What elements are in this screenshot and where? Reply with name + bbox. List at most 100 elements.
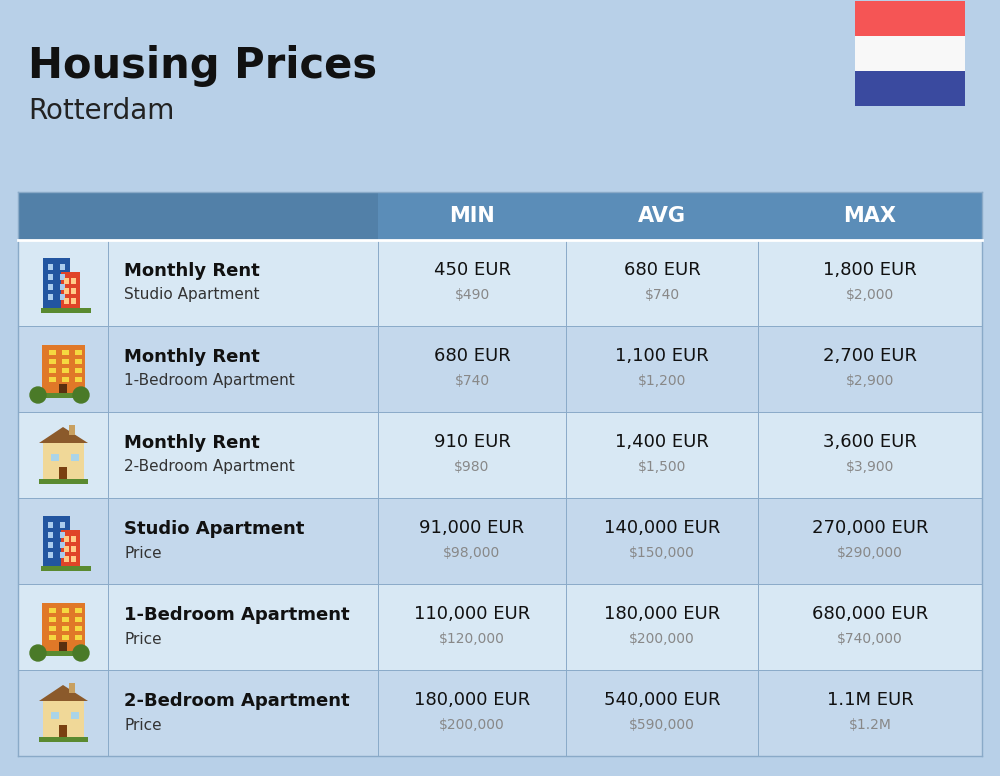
Text: $490: $490: [454, 288, 490, 302]
Bar: [48, 284, 53, 290]
Bar: [61, 530, 80, 566]
Text: $1.2M: $1.2M: [849, 718, 891, 732]
Bar: [62, 626, 69, 631]
Bar: [49, 359, 56, 364]
Text: 91,000 EUR: 91,000 EUR: [419, 519, 525, 537]
Text: 270,000 EUR: 270,000 EUR: [812, 519, 928, 537]
Bar: [38, 651, 89, 656]
Text: 140,000 EUR: 140,000 EUR: [604, 519, 720, 537]
Bar: [48, 542, 53, 548]
Bar: [64, 536, 69, 542]
Text: Monthly Rent: Monthly Rent: [124, 434, 260, 452]
Bar: [49, 350, 56, 355]
Bar: [42, 345, 85, 393]
Bar: [49, 626, 56, 631]
Bar: [62, 377, 69, 382]
Bar: [49, 635, 56, 640]
Circle shape: [73, 645, 89, 661]
Text: 3,600 EUR: 3,600 EUR: [823, 433, 917, 451]
Bar: [18, 412, 982, 498]
Bar: [75, 608, 82, 613]
Text: $290,000: $290,000: [837, 546, 903, 560]
Polygon shape: [39, 685, 88, 701]
Bar: [51, 712, 59, 719]
Circle shape: [30, 387, 46, 403]
Bar: [75, 350, 82, 355]
Bar: [43, 443, 84, 479]
Text: $1,200: $1,200: [638, 374, 686, 388]
Text: $200,000: $200,000: [439, 718, 505, 732]
Text: AVG: AVG: [638, 206, 686, 226]
Bar: [18, 326, 982, 412]
Text: Price: Price: [124, 546, 162, 560]
Text: Monthly Rent: Monthly Rent: [124, 348, 260, 366]
Bar: [43, 516, 70, 566]
Polygon shape: [39, 427, 88, 443]
Bar: [60, 274, 65, 280]
Bar: [71, 712, 79, 719]
Bar: [62, 359, 69, 364]
Text: 540,000 EUR: 540,000 EUR: [604, 691, 720, 709]
Text: 1,100 EUR: 1,100 EUR: [615, 347, 709, 365]
Bar: [48, 294, 53, 300]
Text: MAX: MAX: [844, 206, 896, 226]
Bar: [42, 603, 85, 651]
Text: $590,000: $590,000: [629, 718, 695, 732]
Text: 680 EUR: 680 EUR: [434, 347, 510, 365]
Bar: [64, 298, 69, 304]
Bar: [18, 240, 982, 326]
Bar: [48, 532, 53, 538]
Bar: [75, 359, 82, 364]
Text: $150,000: $150,000: [629, 546, 695, 560]
Bar: [60, 522, 65, 528]
Bar: [48, 552, 53, 558]
Bar: [69, 425, 75, 435]
Bar: [49, 617, 56, 622]
Bar: [71, 556, 76, 562]
Text: Studio Apartment: Studio Apartment: [124, 287, 260, 303]
Text: MIN: MIN: [449, 206, 495, 226]
Bar: [49, 608, 56, 613]
Bar: [71, 454, 79, 461]
Text: 1-Bedroom Apartment: 1-Bedroom Apartment: [124, 373, 295, 389]
Bar: [39, 737, 88, 742]
Bar: [43, 701, 84, 737]
Bar: [38, 393, 89, 398]
Text: 680 EUR: 680 EUR: [624, 261, 700, 279]
Bar: [75, 617, 82, 622]
Bar: [60, 542, 65, 548]
Circle shape: [30, 645, 46, 661]
Bar: [75, 368, 82, 373]
Bar: [855, 36, 965, 71]
Bar: [64, 278, 69, 284]
Text: 1,400 EUR: 1,400 EUR: [615, 433, 709, 451]
Bar: [61, 272, 80, 308]
Bar: [59, 725, 67, 737]
Text: $3,900: $3,900: [846, 460, 894, 474]
Bar: [59, 642, 67, 651]
Text: 2,700 EUR: 2,700 EUR: [823, 347, 917, 365]
Bar: [75, 635, 82, 640]
Text: $120,000: $120,000: [439, 632, 505, 646]
Text: 180,000 EUR: 180,000 EUR: [414, 691, 530, 709]
Bar: [49, 377, 56, 382]
Bar: [855, 1, 965, 36]
Bar: [855, 71, 965, 106]
Bar: [62, 635, 69, 640]
Text: $2,000: $2,000: [846, 288, 894, 302]
Text: 680,000 EUR: 680,000 EUR: [812, 605, 928, 623]
Text: Price: Price: [124, 718, 162, 733]
Bar: [71, 288, 76, 294]
Bar: [71, 278, 76, 284]
Bar: [62, 608, 69, 613]
Bar: [71, 536, 76, 542]
Text: Studio Apartment: Studio Apartment: [124, 520, 304, 538]
Text: $740: $740: [454, 374, 490, 388]
Bar: [69, 683, 75, 693]
Bar: [18, 192, 982, 240]
Text: $98,000: $98,000: [443, 546, 501, 560]
Bar: [48, 274, 53, 280]
Bar: [64, 546, 69, 552]
Bar: [75, 377, 82, 382]
Bar: [48, 522, 53, 528]
